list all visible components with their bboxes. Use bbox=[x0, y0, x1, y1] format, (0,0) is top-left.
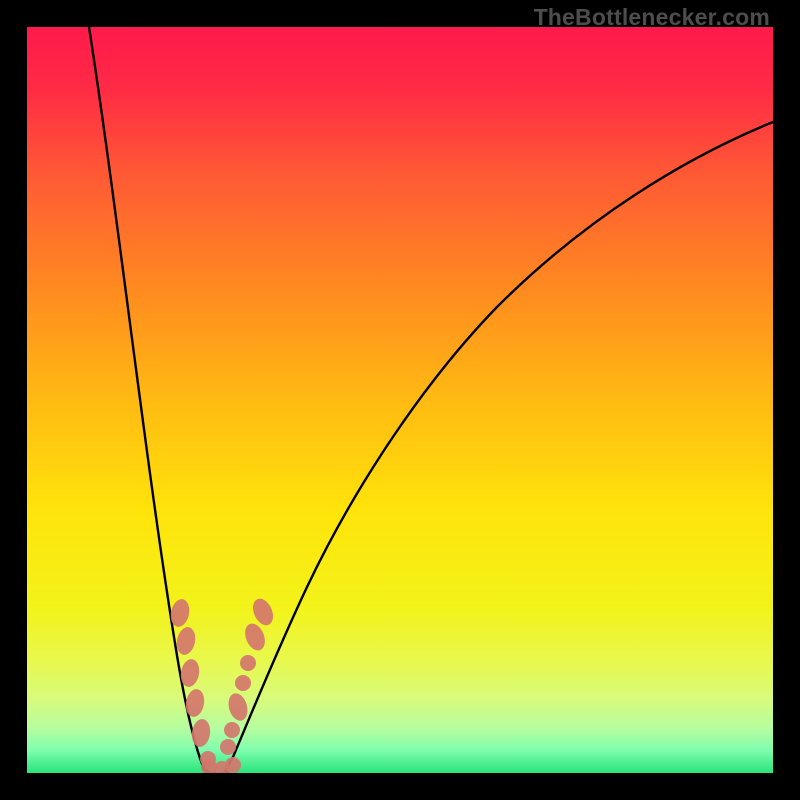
border-bottom bbox=[0, 773, 800, 800]
border-left bbox=[0, 0, 27, 800]
bottleneck-curve bbox=[27, 27, 773, 773]
border-right bbox=[773, 0, 800, 800]
watermark-text: TheBottlenecker.com bbox=[534, 4, 770, 31]
plot-area bbox=[27, 27, 773, 773]
chart-frame: TheBottlenecker.com bbox=[0, 0, 800, 800]
